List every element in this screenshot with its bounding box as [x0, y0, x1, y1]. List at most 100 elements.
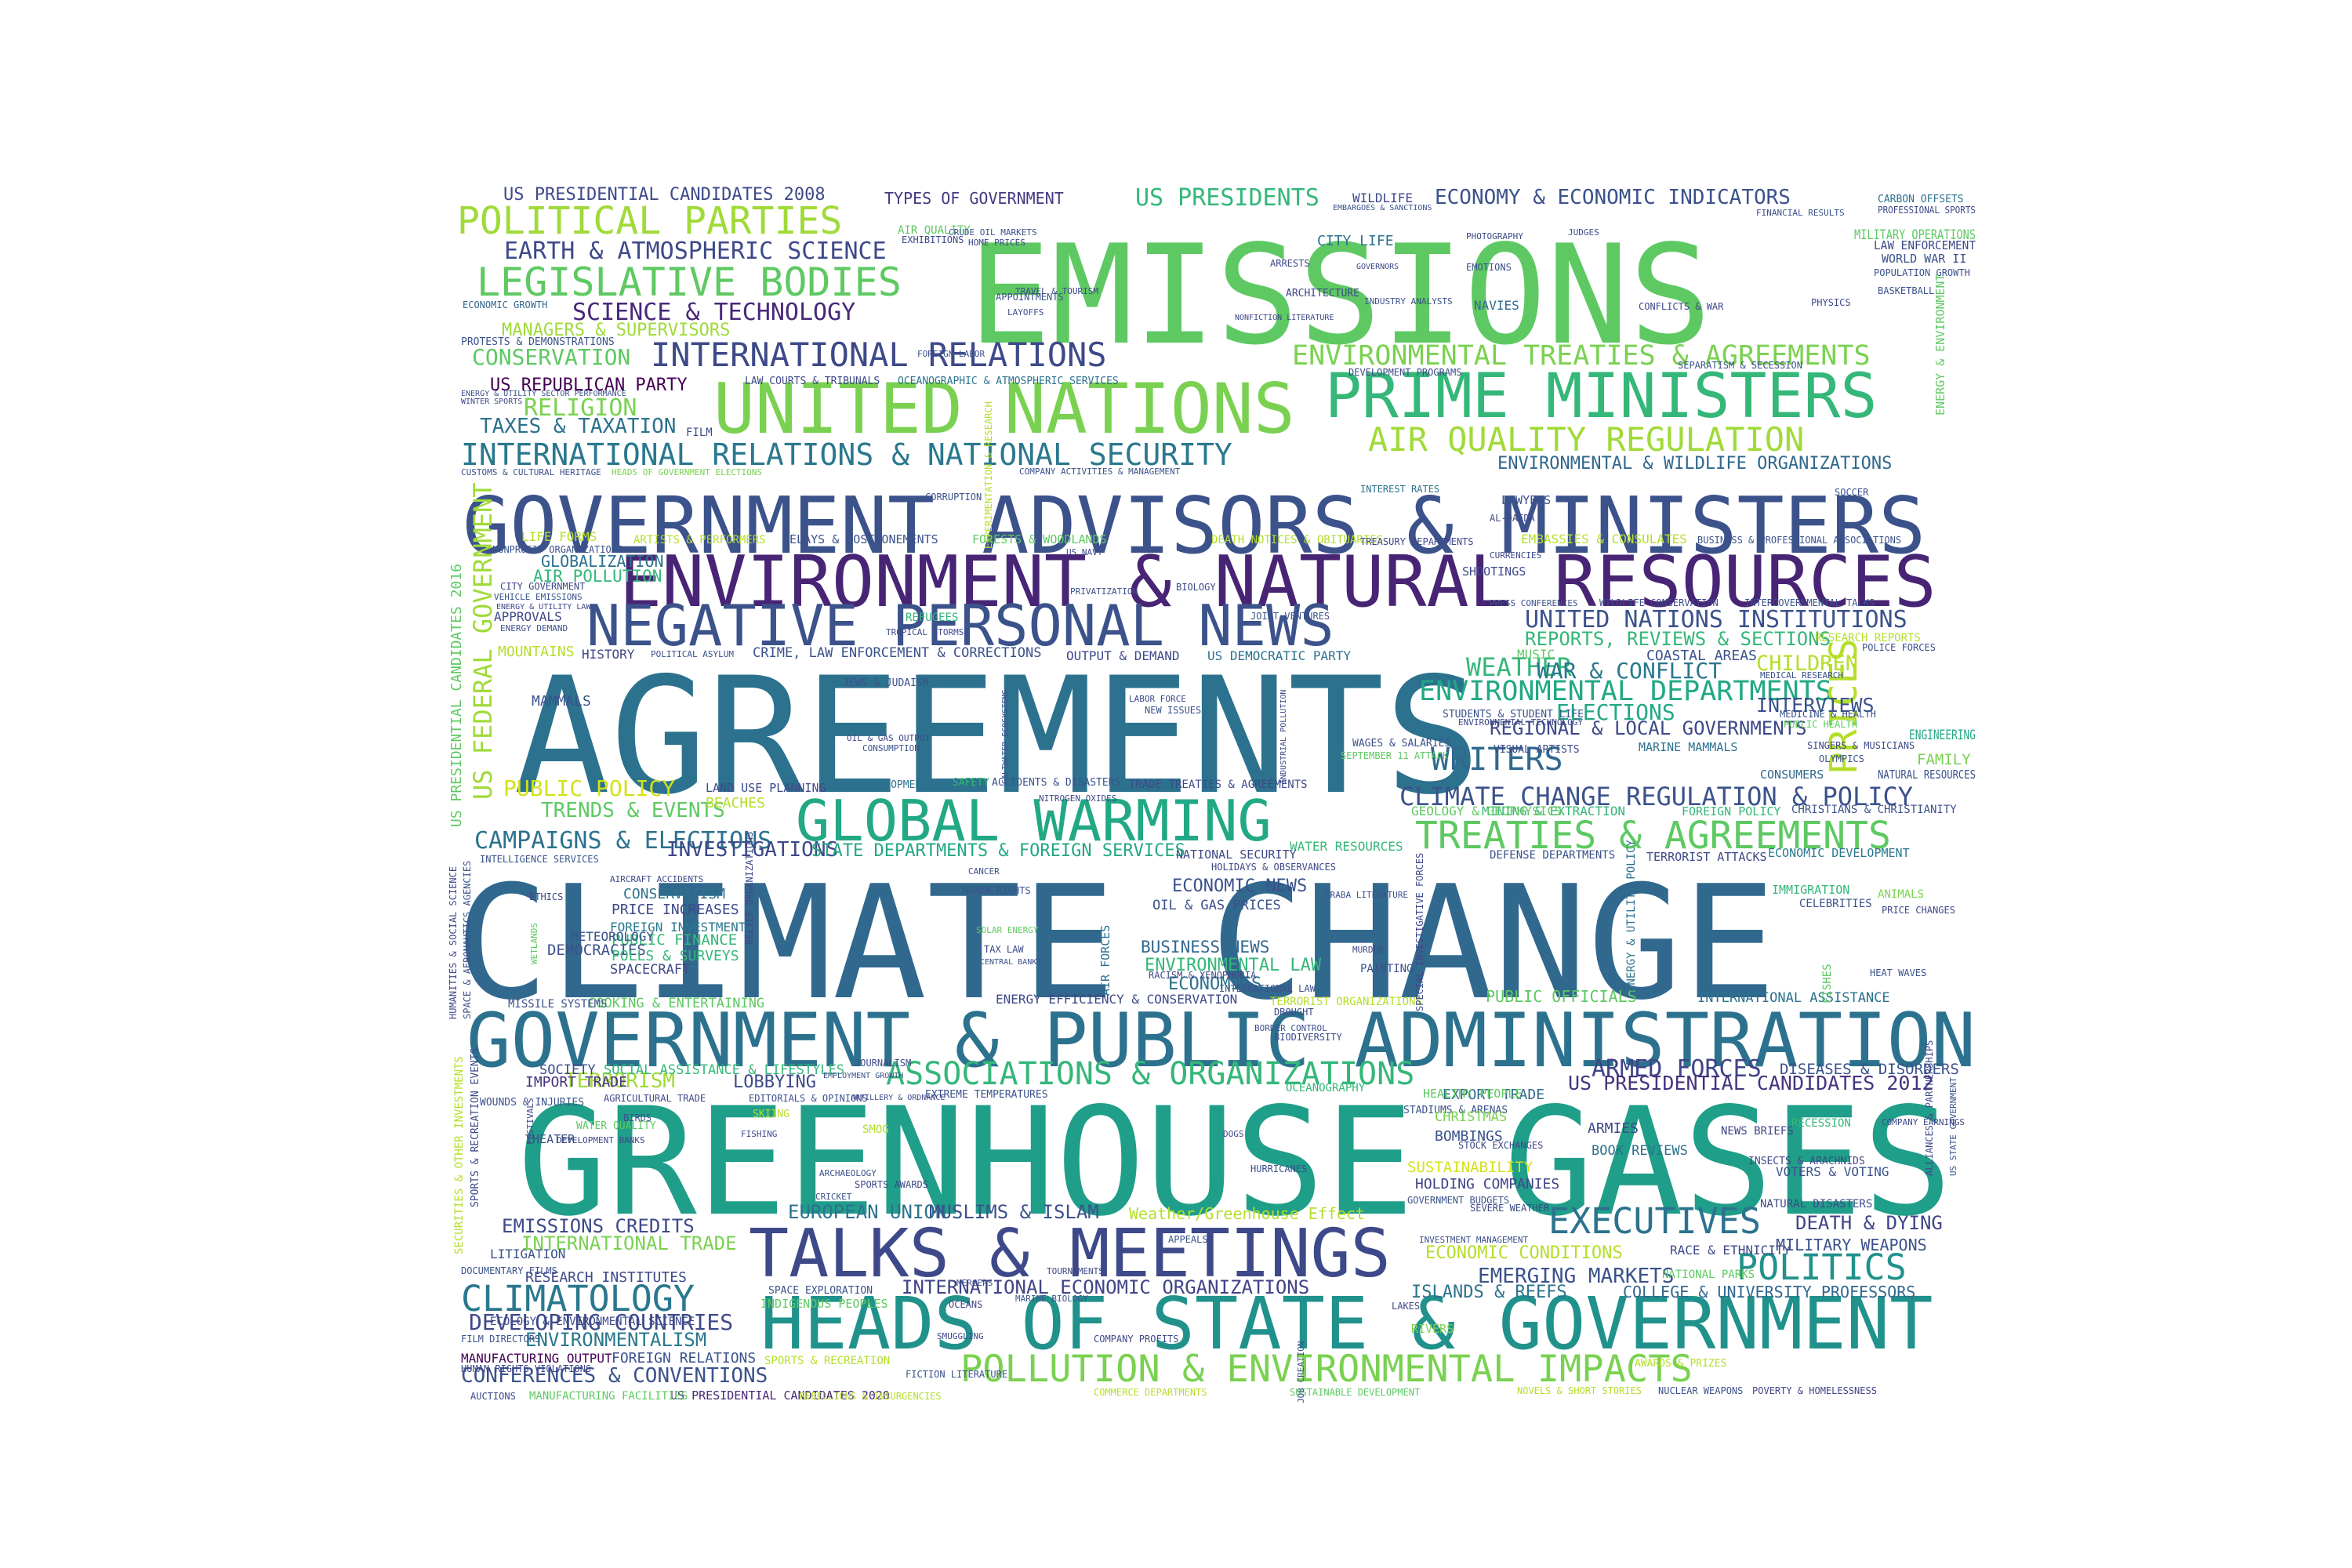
- word-energy-and-utility-sector-performance: ENERGY & UTILITY SECTOR PERFORMANCE: [461, 390, 626, 398]
- word-coastal-areas: COASTAL AREAS: [1646, 648, 1757, 664]
- word-national-security: NATIONAL SECURITY: [1176, 848, 1297, 862]
- word-regional-and-local-governments: REGIONAL & LOCAL GOVERNMENTS: [1490, 717, 1807, 739]
- word-natural-disasters: NATURAL DISASTERS: [1760, 1198, 1872, 1210]
- word-state-departments-and-foreign-services: STATE DEPARTMENTS & FOREIGN SERVICES: [811, 841, 1185, 861]
- word-types-of-government: TYPES OF GOVERNMENT: [884, 189, 1064, 208]
- word-diseases-and-disorders: DISEASES & DISORDERS: [1780, 1061, 1959, 1078]
- word-employment-growth: EMPLOYMENT GROWTH: [823, 1072, 903, 1080]
- word-military-weapons: MILITARY WEAPONS: [1776, 1236, 1927, 1254]
- word-international-law: INTERNATIONAL LAW: [1219, 983, 1316, 994]
- word-holding-companies: HOLDING COMPANIES: [1415, 1176, 1559, 1192]
- word-border-control: BORDER CONTROL: [1254, 1023, 1327, 1033]
- word-relief-organizations: RELIEF ORGANIZATIONS: [744, 832, 755, 946]
- word-international-relations-and-national-security: INTERNATIONAL RELATIONS & NATIONAL SECUR…: [461, 437, 1232, 472]
- word-basketball: BASKETBALL: [1878, 285, 1934, 296]
- word-protests-and-demonstrations: PROTESTS & DEMONSTRATIONS: [461, 336, 615, 348]
- word-environmental-departments: ENVIRONMENTAL DEPARTMENTS: [1419, 676, 1832, 707]
- word-development-programs: DEVELOPMENT PROGRAMS: [1348, 367, 1462, 378]
- word-wounds-and-injuries: WOUNDS & INJURIES: [480, 1097, 584, 1109]
- word-delays-and-postponements: DELAYS & POSTPONEMENTS: [782, 532, 938, 546]
- word-architecture: ARCHITECTURE: [1286, 288, 1359, 299]
- word-labor-force: LABOR FORCE: [1129, 694, 1186, 704]
- word-energy-and-utility-law: ENERGY & UTILITY LAW: [496, 603, 591, 612]
- word-mergers: MERGERS: [956, 1278, 993, 1288]
- word-geology-and-geophysics: GEOLOGY & GEOPHYSICS: [1411, 804, 1563, 818]
- word-crude-oil-markets: CRUDE OIL MARKETS: [949, 227, 1037, 238]
- word-economic-news: ECONOMIC NEWS: [1172, 877, 1307, 896]
- word-us-federal-government: US FEDERAL GOVERNMENT: [468, 482, 498, 800]
- word-pollution-and-environmental-impacts: POLLUTION & ENVIRONMENTAL IMPACTS: [960, 1348, 1693, 1391]
- word-separatism-and-secession: SEPARATISM & SECESSION: [1678, 360, 1802, 371]
- word-nonfiction-literature: NONFICTION LITERATURE: [1235, 314, 1334, 322]
- word-news-briefs: NEWS BRIEFS: [1721, 1125, 1794, 1138]
- word-city-government: CITY GOVERNMENT: [500, 581, 585, 592]
- word-artillery-and-ordnance: ARTILLERY & ORDNANCE: [851, 1094, 945, 1102]
- word-rivers: RIVERS: [1411, 1322, 1454, 1336]
- word-mammals: MAMMALS: [532, 693, 591, 710]
- word-city-life: CITY LIFE: [1317, 233, 1394, 249]
- word-public-health: PUBLIC HEALTH: [1784, 719, 1857, 730]
- word-lobbying: LOBBYING: [733, 1073, 816, 1092]
- word-navies: NAVIES: [1474, 298, 1519, 313]
- word-european-union: EUROPEAN UNION: [788, 1201, 946, 1223]
- word-manufacturing-facilities: MANUFACTURING FACILITIES: [529, 1390, 688, 1403]
- word-nitrogen-oxides: NITROGEN OXIDES: [1039, 793, 1116, 804]
- word-job-creation: JOB CREATION: [1296, 1341, 1306, 1403]
- word-tax-law: TAX LAW: [984, 944, 1024, 955]
- word-medical-research: MEDICAL RESEARCH: [1760, 670, 1843, 681]
- word-talks-and-meetings: TALKS & MEETINGS: [749, 1215, 1391, 1293]
- word-shootings: SHOOTINGS: [1462, 564, 1526, 579]
- word-united-nations-institutions: UNITED NATIONS INSTITUTIONS: [1525, 606, 1907, 633]
- word-cricket: CRICKET: [815, 1192, 852, 1202]
- word-wildlife-conservation: WILDLIFE CONSERVATION: [1599, 597, 1719, 608]
- word-heads-of-state-and-government: HEADS OF STATE & GOVERNMENT: [760, 1282, 1933, 1366]
- word-painting: PAINTING: [1360, 963, 1413, 975]
- word-land-use-planning: LAND USE PLANNING: [706, 781, 826, 795]
- word-energy-and-environment: ENERGY & ENVIRONMENT: [1933, 274, 1947, 416]
- word-business-and-professional-associations: BUSINESS & PROFESSIONAL ASSOCIATIONS: [1697, 535, 1901, 546]
- word-terrorist-attacks: TERRORIST ATTACKS: [1646, 850, 1767, 864]
- word-joint-ventures: JOINT VENTURES: [1250, 611, 1330, 622]
- word-fishes: FISHES: [1821, 964, 1834, 1004]
- word-vehicle-emissions: VEHICLE EMISSIONS: [494, 592, 583, 602]
- word-conservation: CONSERVATION: [472, 344, 630, 370]
- word-spacecraft: SPACECRAFT: [610, 962, 690, 978]
- word-olympics: OLYMPICS: [1819, 753, 1864, 764]
- word-celebrities: CELEBRITIES: [1799, 898, 1872, 910]
- word-heads-of-government-elections: HEADS OF GOVERNMENT ELECTIONS: [612, 467, 762, 477]
- word-us-republican-party: US REPUBLICAN PARTY: [490, 376, 688, 395]
- word-embargoes-and-sanctions: EMBARGOES & SANCTIONS: [1333, 204, 1432, 212]
- word-reports-reviews-and-sections: REPORTS, REVIEWS & SECTIONS: [1525, 628, 1831, 650]
- word-engineering: ENGINEERING: [1909, 728, 1976, 743]
- word-environmentalism: ENVIRONMENTALISM: [525, 1329, 706, 1351]
- word-skiing: SKIING: [753, 1109, 789, 1120]
- word-export-trade: EXPORT TRADE: [1443, 1087, 1544, 1103]
- word-weather-greenhouse-effect: Weather/Greenhouse Effect: [1129, 1204, 1365, 1223]
- word-development-banks: DEVELOPMENT BANKS: [557, 1135, 645, 1145]
- word-us-presidents: US PRESIDENTS: [1135, 184, 1319, 212]
- word-aircraft-accidents: AIRCRAFT ACCIDENTS: [610, 874, 703, 884]
- word-industrial-pollution: INDUSTRIAL POLLUTION: [1279, 690, 1288, 784]
- word-output-and-demand: OUTPUT & DEMAND: [1066, 648, 1180, 663]
- word-biology: BIOLOGY: [1176, 582, 1216, 593]
- word-hurricanes: HURRICANES: [1250, 1163, 1307, 1174]
- word-foreign-labor: FOREIGN LABOR: [917, 349, 985, 359]
- word-society: SOCIETY: [539, 1062, 596, 1078]
- word-religion: RELIGION: [524, 394, 637, 422]
- word-stadiums-and-arenas: STADIUMS & ARENAS: [1403, 1105, 1508, 1116]
- word-us-presidential-candidates-2012: US PRESIDENTIAL CANDIDATES 2012: [1568, 1072, 1934, 1094]
- word-prime-ministers: PRIME MINISTERS: [1325, 361, 1877, 432]
- word-book-reviews: BOOK REVIEWS: [1592, 1143, 1688, 1159]
- word-foreign-investment: FOREIGN INVESTMENT: [610, 920, 746, 935]
- word-fiction-literature: FICTION LITERATURE: [906, 1369, 1007, 1380]
- word-environmental-law: ENVIRONMENTAL LAW: [1145, 956, 1322, 975]
- word-film: FILM: [686, 426, 713, 439]
- word-drought: DROUGHT: [1274, 1007, 1314, 1018]
- word-graba-literature: GRABA LITERATURE: [1325, 890, 1408, 900]
- word-healthy-people: HEALTHY PEOPLE: [1423, 1087, 1522, 1101]
- word-climate-change-regulation-and-policy: CLIMATE CHANGE REGULATION & POLICY: [1399, 782, 1913, 811]
- word-air-pollution: AIR POLLUTION: [533, 567, 662, 586]
- word-conflicts-and-war: CONFLICTS & WAR: [1639, 301, 1724, 312]
- word-air-forces: AIR FORCES: [1098, 925, 1112, 996]
- word-social-assistance-and-lifestyles: SOCIAL ASSISTANCE & LIFESTYLES: [604, 1062, 844, 1078]
